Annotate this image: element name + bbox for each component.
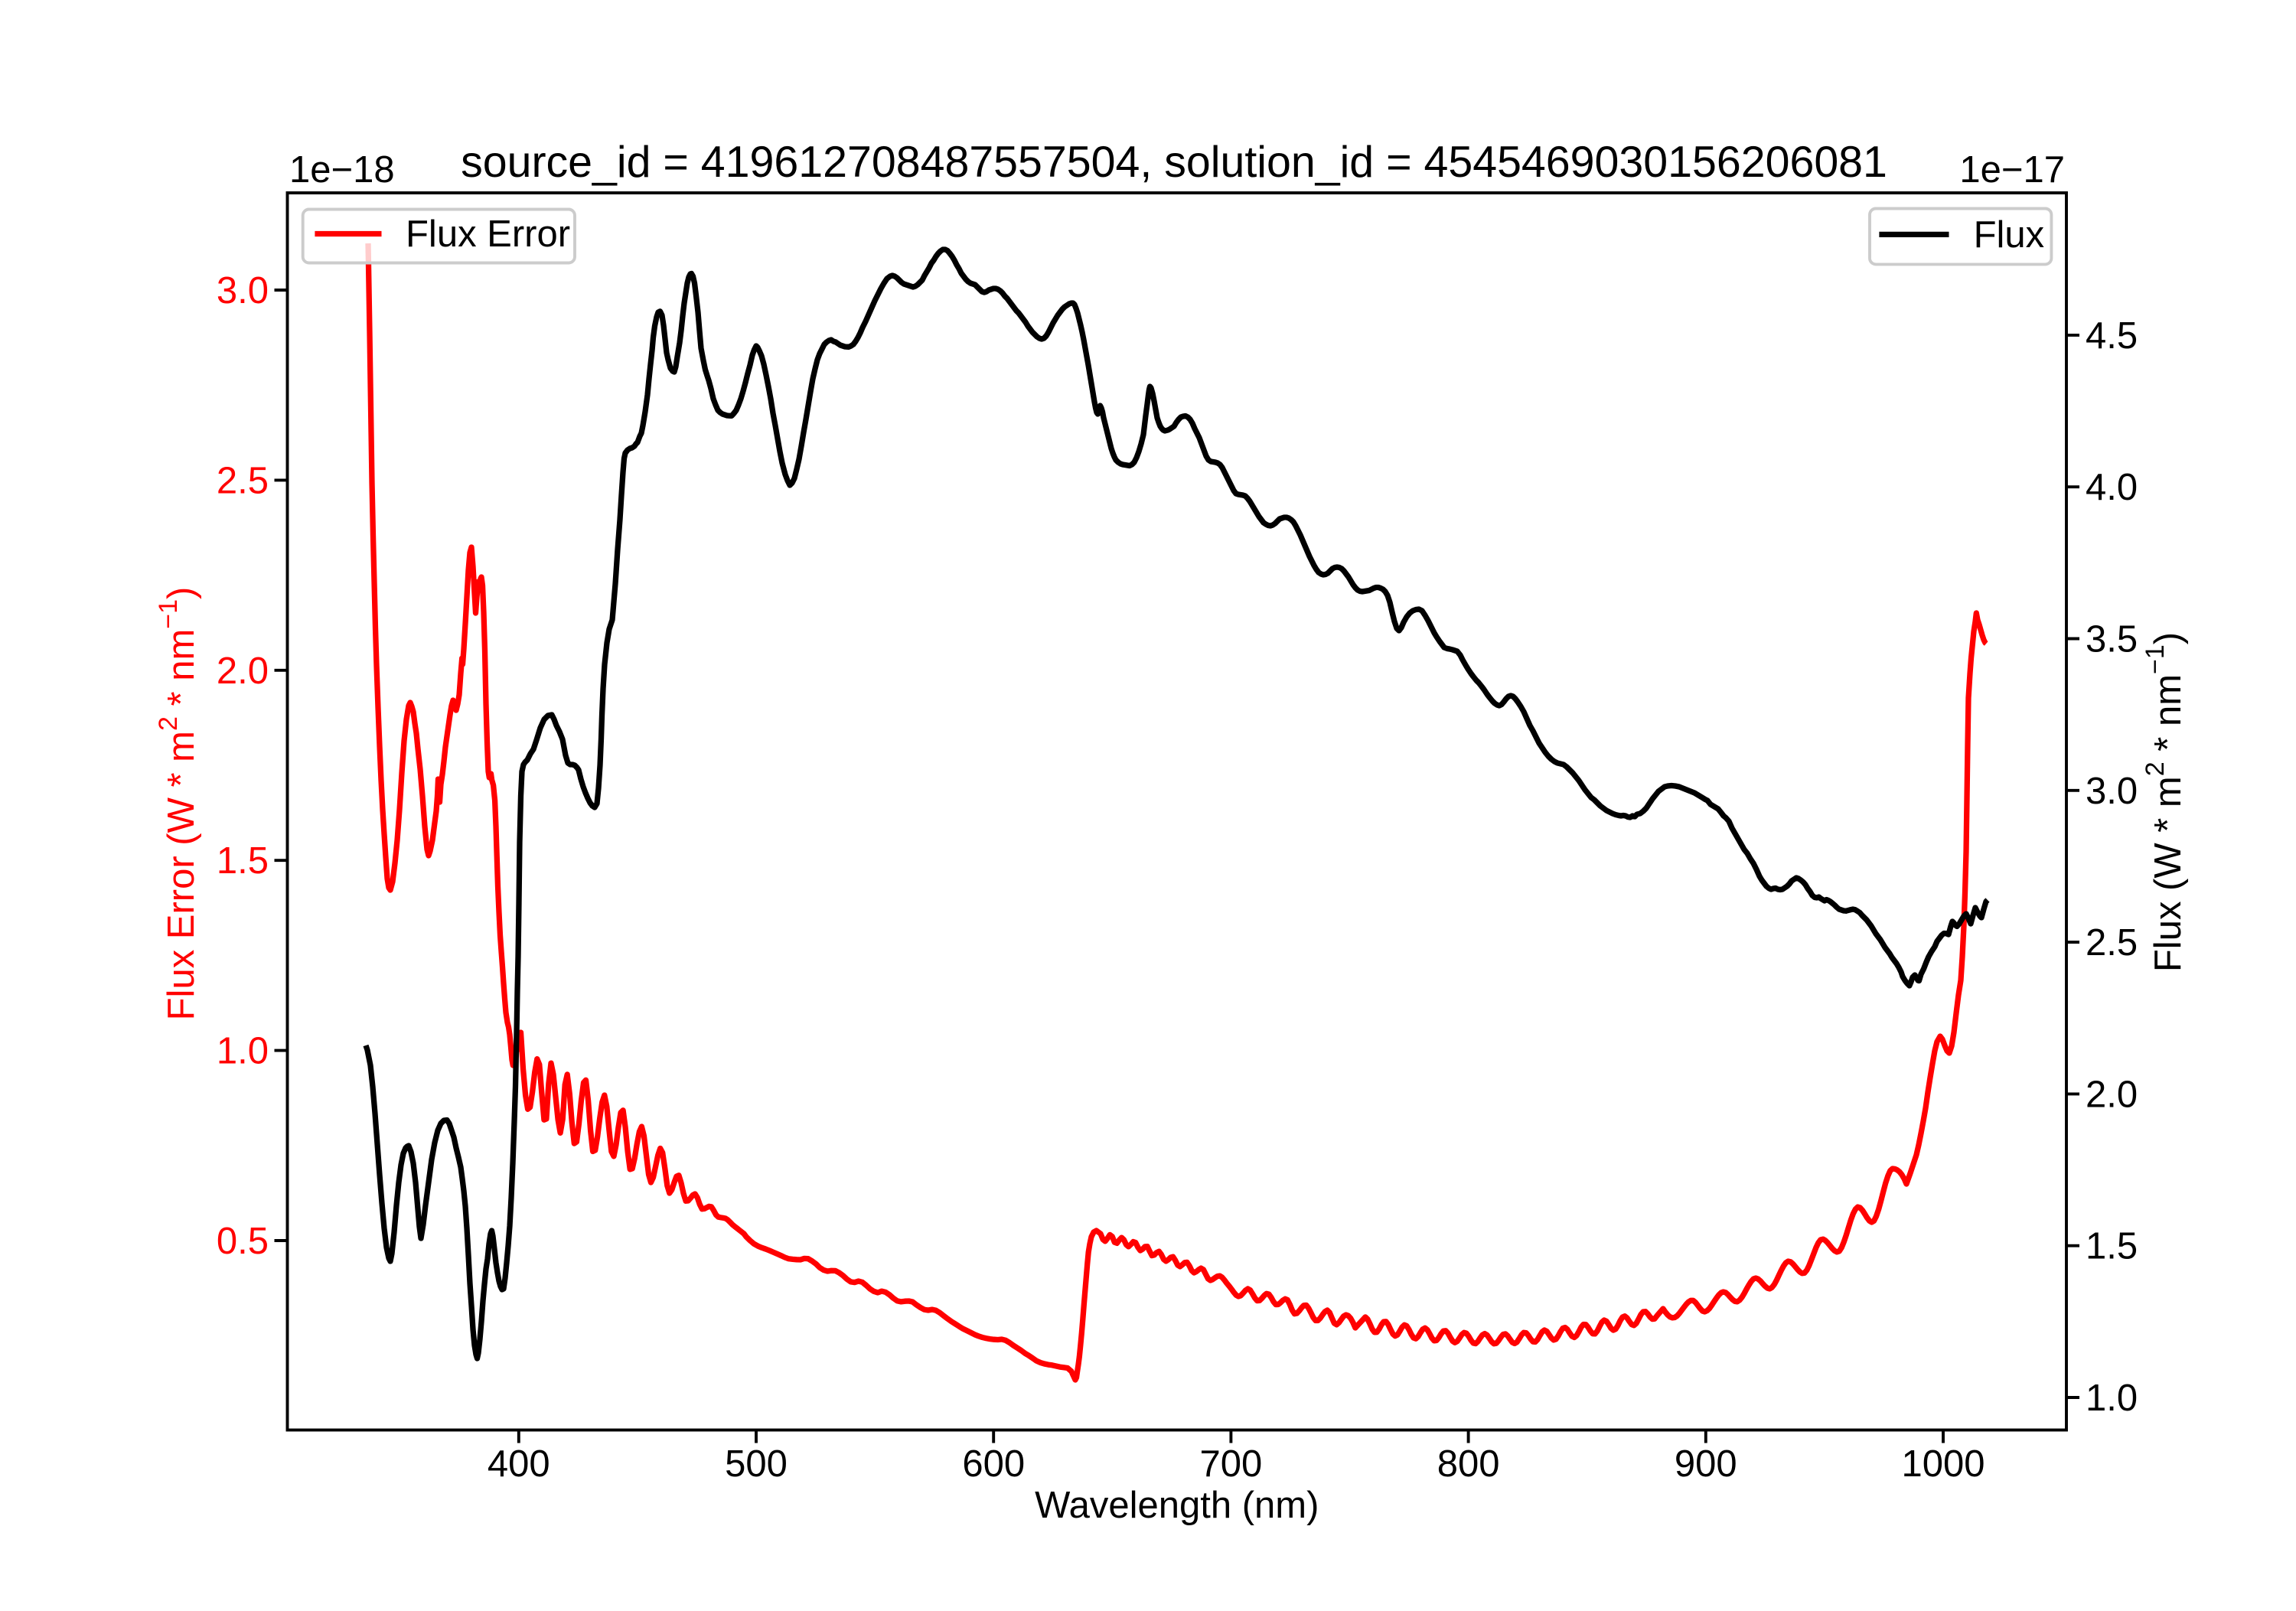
- svg-text:1e−18: 1e−18: [289, 149, 395, 191]
- svg-text:Flux Error: Flux Error: [406, 214, 570, 255]
- svg-text:900: 900: [1675, 1443, 1737, 1485]
- svg-text:700: 700: [1200, 1443, 1263, 1485]
- svg-text:Wavelength (nm): Wavelength (nm): [1035, 1485, 1319, 1526]
- svg-text:4.5: 4.5: [2086, 315, 2138, 357]
- svg-text:1.0: 1.0: [217, 1031, 269, 1072]
- svg-text:3.0: 3.0: [217, 270, 269, 311]
- svg-text:2.0: 2.0: [2086, 1074, 2138, 1115]
- svg-text:1.5: 1.5: [217, 840, 269, 882]
- svg-text:1.5: 1.5: [2086, 1226, 2138, 1267]
- svg-text:0.5: 0.5: [217, 1221, 269, 1262]
- svg-text:1e−17: 1e−17: [1959, 149, 2065, 191]
- svg-text:3.0: 3.0: [2086, 771, 2138, 812]
- svg-text:2.5: 2.5: [2086, 922, 2138, 964]
- svg-text:2.5: 2.5: [217, 460, 269, 501]
- svg-text:500: 500: [725, 1443, 788, 1485]
- svg-text:Flux: Flux: [1974, 214, 2045, 256]
- svg-text:400: 400: [488, 1443, 550, 1485]
- svg-text:800: 800: [1437, 1443, 1500, 1485]
- svg-text:2.0: 2.0: [217, 651, 269, 692]
- svg-text:3.5: 3.5: [2086, 619, 2138, 660]
- svg-text:600: 600: [962, 1443, 1025, 1485]
- svg-text:1000: 1000: [1901, 1443, 1985, 1485]
- svg-text:Flux Error (W * m2 * nm−1): Flux Error (W * m2 * nm−1): [154, 587, 202, 1021]
- svg-text:source_id = 419612708487557504: source_id = 419612708487557504, solution…: [461, 138, 1887, 187]
- svg-text:Flux (W * m2 * nm−1): Flux (W * m2 * nm−1): [2141, 632, 2189, 972]
- svg-text:4.0: 4.0: [2086, 467, 2138, 508]
- svg-text:1.0: 1.0: [2086, 1378, 2138, 1419]
